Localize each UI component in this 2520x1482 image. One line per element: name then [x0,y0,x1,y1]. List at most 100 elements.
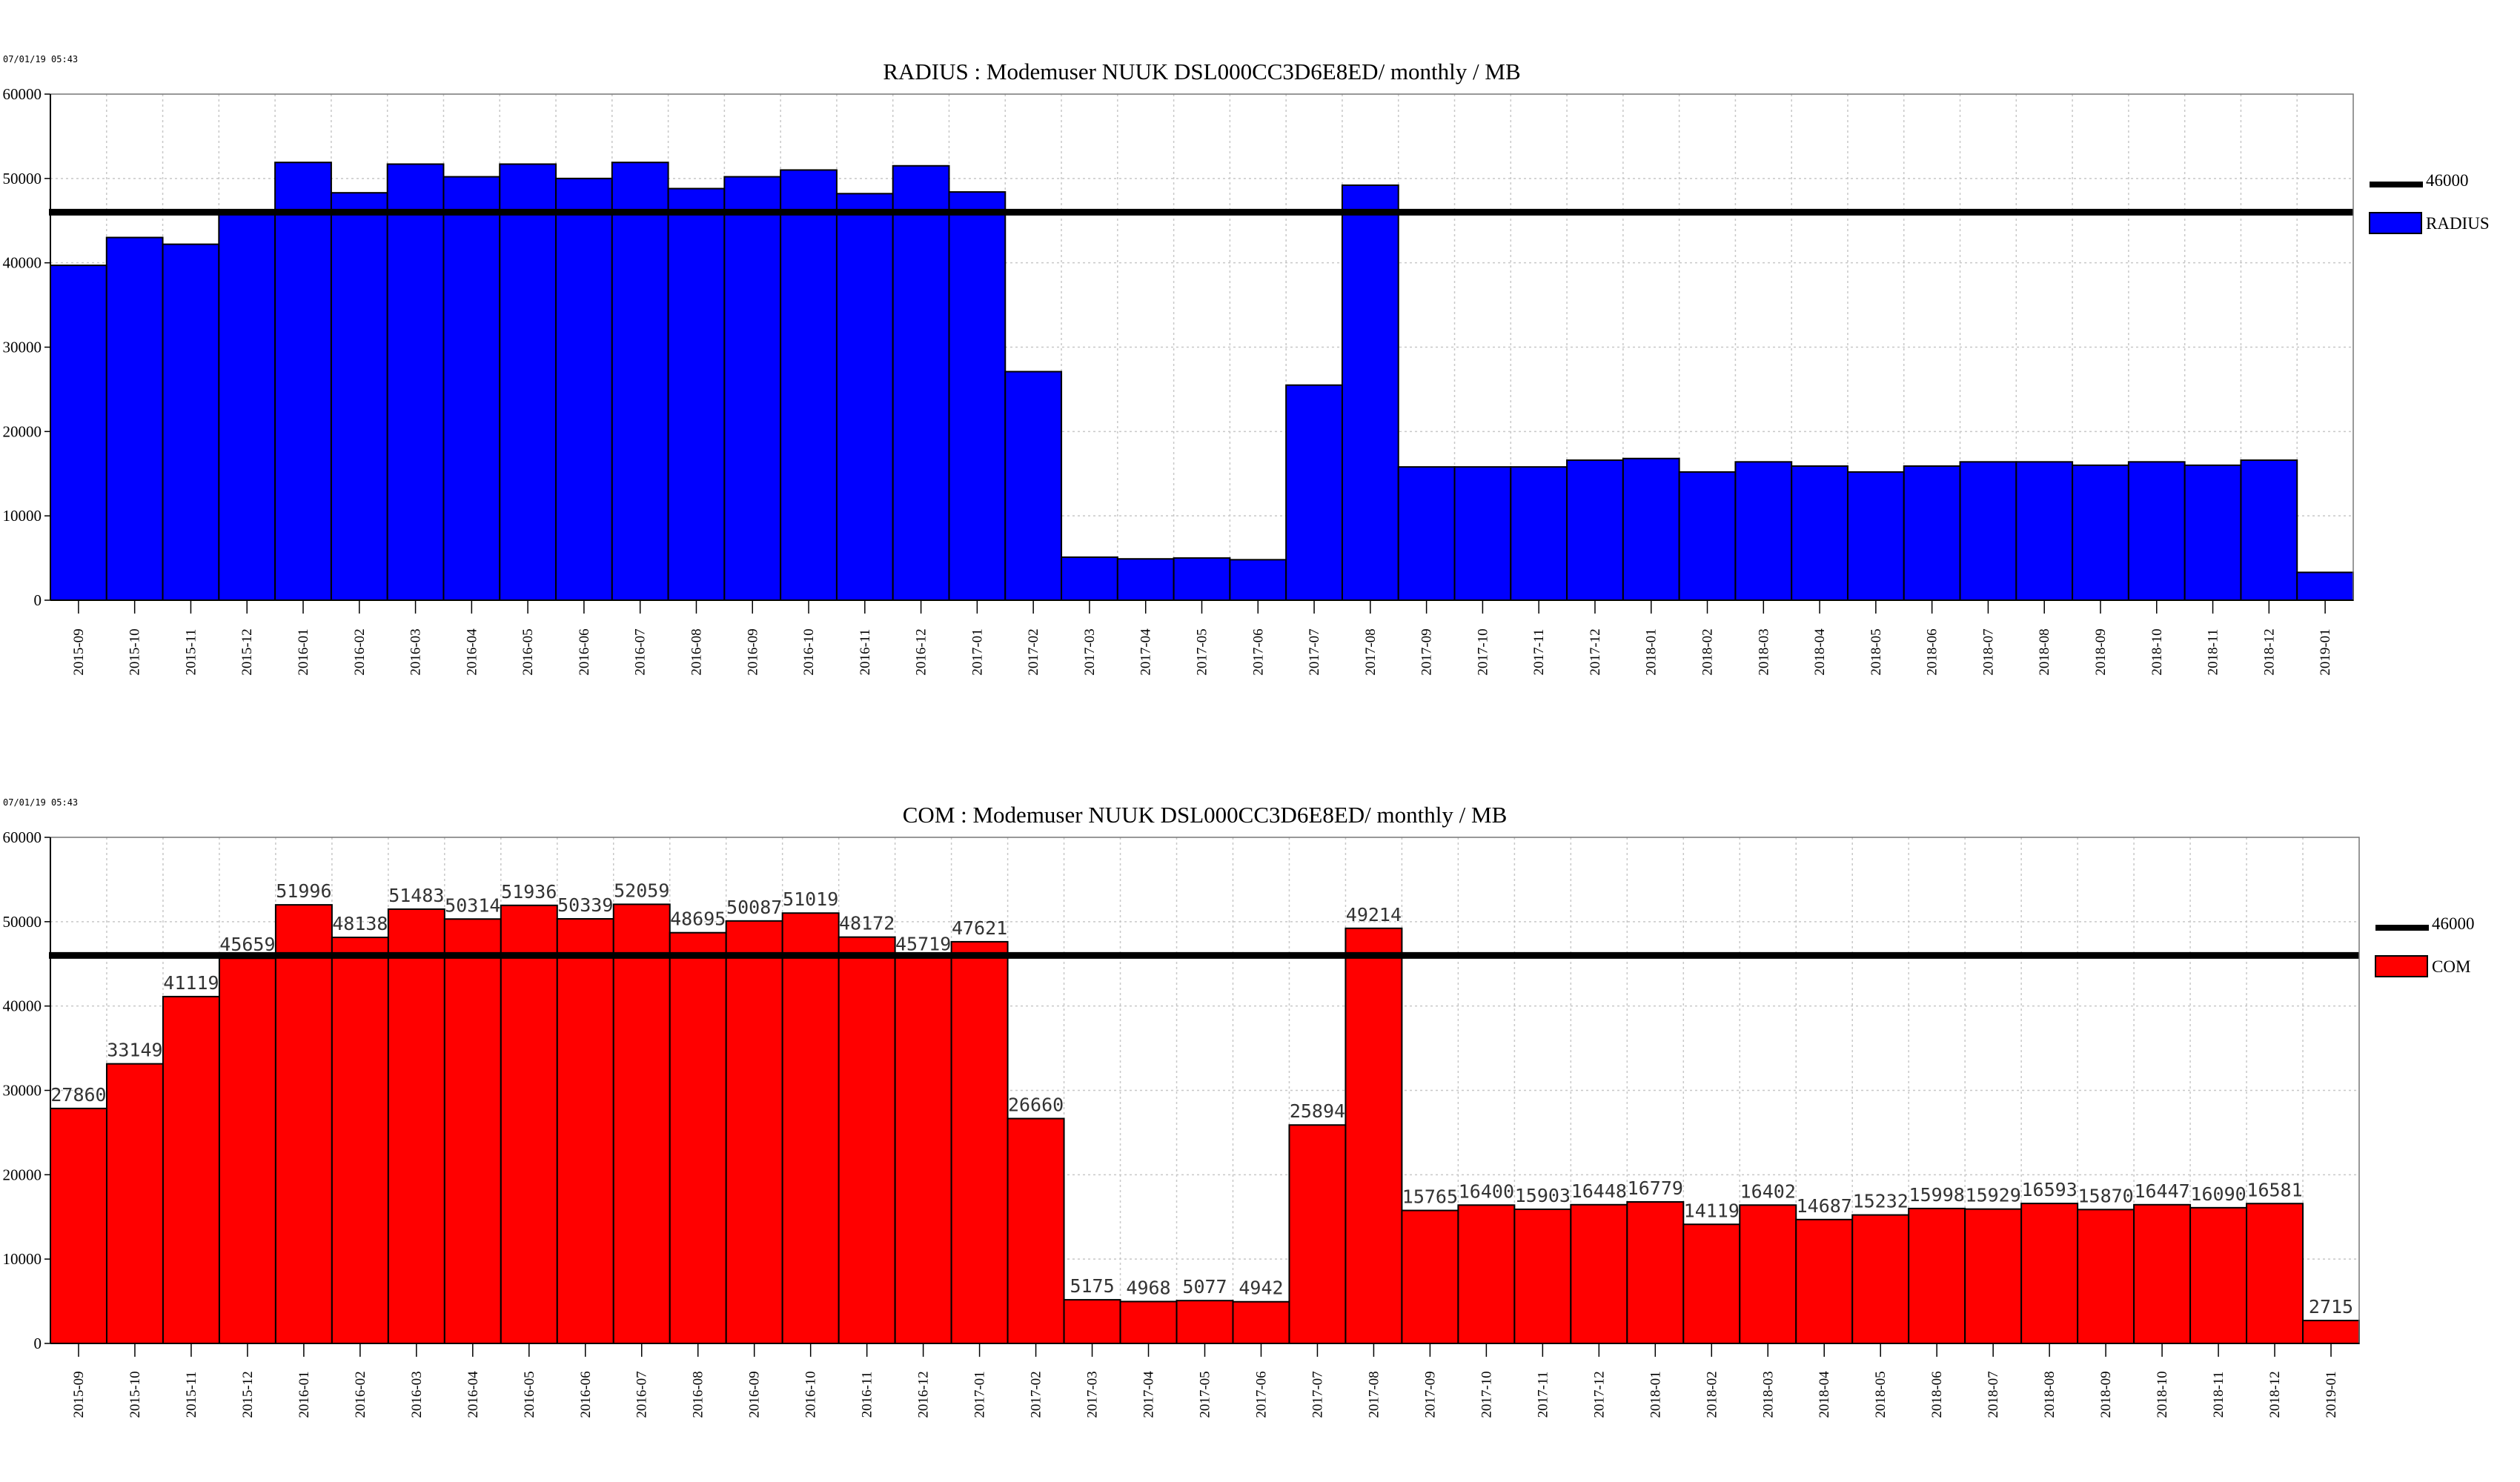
com-data-label: 50314 [445,894,500,916]
radius-chart-title: RADIUS : Modemuser NUUK DSL000CC3D6E8ED/… [883,59,1520,84]
com-data-label: 15870 [2078,1185,2133,1206]
com-data-label: 15929 [1966,1185,2021,1206]
radius-xtick-label: 2018-03 [1756,628,1771,675]
com-bar [1626,1200,1685,1344]
radius-xtick-label: 2016-03 [408,628,424,675]
radius-bar [330,192,388,601]
com-xtick-label: 2016-01 [296,1371,312,1418]
com-bar [894,957,952,1345]
com-data-label: 4968 [1126,1277,1170,1298]
com-xtick-label: 2017-08 [1366,1371,1382,1418]
com-xtick-label: 2015-09 [71,1371,87,1418]
radius-xtick-label: 2016-02 [352,628,368,675]
com-ytick-label: 10000 [3,1250,42,1268]
com-bar [2189,1206,2248,1344]
radius-xtick-label: 2015-12 [239,628,255,675]
radius-ytick-label: 20000 [3,422,42,440]
com-data-label: 26660 [1008,1094,1064,1116]
radius-bar [2184,464,2242,601]
radius-timestamp: 07/01/19 05:43 [3,54,78,64]
com-data-label: 15903 [1515,1185,1571,1206]
com-bar [2133,1203,2192,1344]
com-bar [2246,1203,2304,1344]
com-xtick-label: 2019-01 [2324,1371,2339,1418]
com-data-label: 49214 [1346,904,1402,926]
radius-bar [1903,465,1961,601]
radius-xtick-label: 2018-08 [2037,628,2052,675]
com-data-label: 47621 [952,917,1007,939]
radius-xtick-label: 2017-07 [1307,628,1322,675]
radius-xtick-label: 2017-04 [1138,628,1154,676]
com-bar [2020,1203,2079,1344]
com-bar [2302,1320,2361,1344]
com-data-label: 33149 [107,1040,162,1061]
com-xtick-label: 2016-06 [578,1371,594,1418]
radius-bar [1173,557,1231,601]
com-xtick-label: 2017-11 [1535,1372,1551,1418]
radius-xtick-label: 2017-10 [1475,628,1491,675]
radius-ytick-label: 50000 [3,170,42,187]
com-data-label: 2715 [2309,1296,2353,1317]
radius-xtick-label: 2015-09 [71,628,87,675]
radius-bar [1397,466,1456,601]
com-xtick-label: 2018-03 [1760,1371,1776,1418]
com-xtick-label: 2018-05 [1873,1371,1889,1418]
radius-xtick-label: 2016-10 [801,628,817,675]
com-bar [1964,1208,2023,1345]
radius-bar [1846,471,1905,601]
com-bar [1908,1207,1966,1344]
radius-bar [667,187,726,601]
com-xtick-label: 2016-02 [353,1371,368,1418]
radius-ytick-label: 0 [34,591,42,609]
radius-bar [2015,461,2074,602]
com-data-label: 45659 [219,934,275,955]
com-bar [1007,1117,1065,1345]
com-xtick-label: 2015-12 [240,1371,256,1418]
com-legend-bar-swatch [2375,955,2428,977]
radius-xtick-label: 2015-11 [183,629,199,676]
radius-chart: 07/01/19 05:43 RADIUS : Modemuser NUUK DS… [3,54,2490,676]
com-xtick-label: 2017-01 [972,1371,988,1418]
com-data-label: 51996 [276,880,331,902]
com-data-label: 48172 [839,913,895,934]
com-data-label: 48695 [670,908,726,930]
com-legend-series-label: COM [2432,957,2470,976]
radius-xtick-label: 2018-12 [2261,628,2277,675]
radius-xtick-label: 2017-03 [1082,628,1098,675]
radius-ytick-label: 10000 [3,507,42,525]
radius-xtick-label: 2018-06 [1925,628,1940,675]
com-bar [1176,1300,1234,1344]
radius-xtick-label: 2019-01 [2318,628,2333,675]
com-legend-reference-label: 46000 [2432,914,2475,933]
com-bar [1344,927,1403,1344]
com-ytick-label: 50000 [3,913,42,931]
com-bar [1795,1218,1854,1344]
radius-bar [2296,571,2354,601]
com-data-label: 16090 [2190,1183,2246,1205]
radius-bar [1285,384,1343,601]
com-bar [556,917,614,1344]
com-xtick-label: 2018-12 [2267,1371,2283,1418]
radius-bar [2240,459,2298,602]
com-bar [1513,1208,1572,1344]
com-xtick-label: 2015-10 [127,1371,143,1418]
radius-bar [1791,465,1848,601]
radius-xtick-label: 2016-11 [858,629,873,676]
com-xtick-label: 2016-03 [409,1371,425,1418]
com-xtick-label: 2015-11 [184,1372,199,1418]
com-data-label: 15232 [1853,1191,1909,1212]
radius-bar [386,163,445,601]
com-timestamp: 07/01/19 05:43 [3,797,78,808]
radius-xtick-label: 2018-10 [2149,628,2165,675]
com-bar [725,920,783,1345]
radius-xtick-label: 2017-08 [1363,628,1379,675]
radius-xtick-label: 2017-11 [1531,629,1547,676]
com-xtick-label: 2017-07 [1310,1371,1325,1418]
radius-bar [1959,461,2017,602]
radius-bar [723,176,782,602]
com-data-label: 16448 [1571,1180,1627,1202]
com-ytick-label: 40000 [3,997,42,1015]
radius-xtick-label: 2016-08 [689,628,704,675]
com-bar [387,908,445,1345]
